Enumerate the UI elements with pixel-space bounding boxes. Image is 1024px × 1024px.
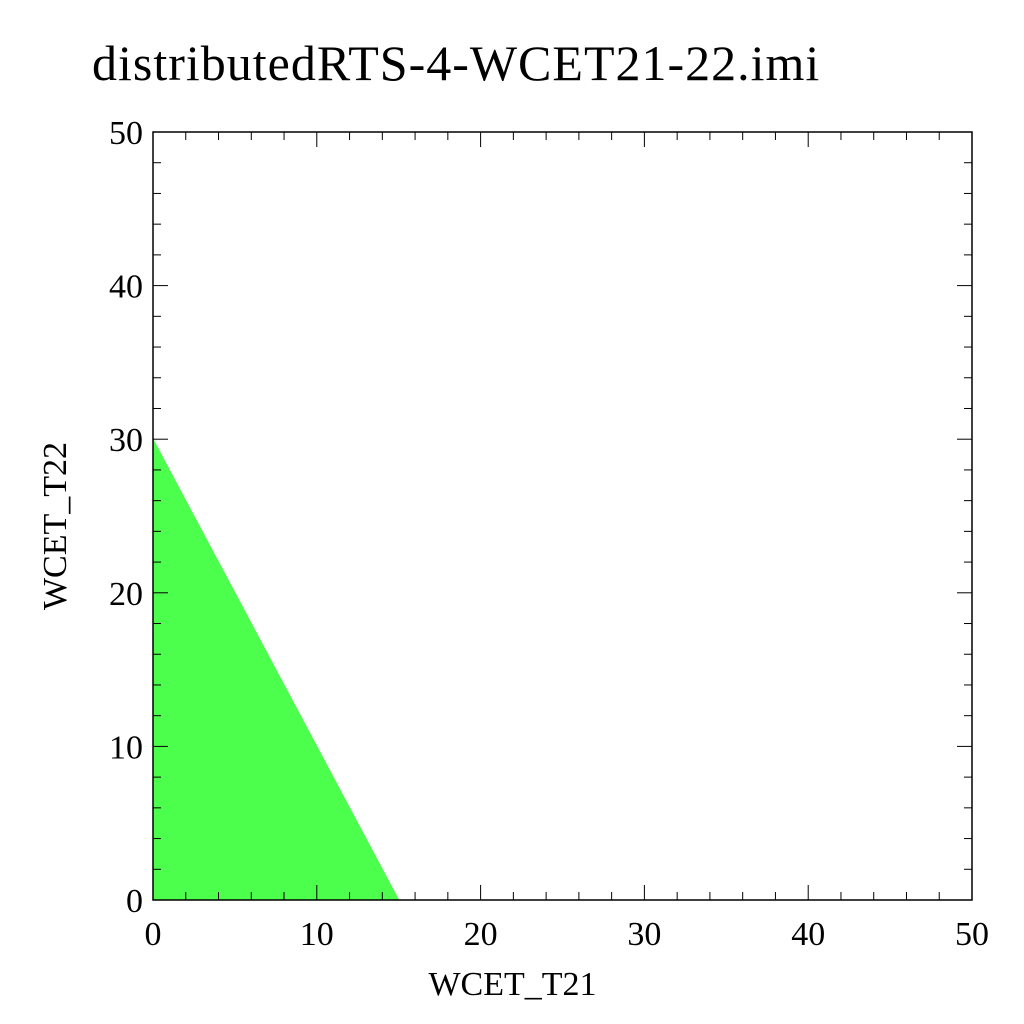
- x-tick-label: 30: [627, 916, 661, 953]
- y-tick-label: 50: [109, 115, 143, 152]
- feasible-region-layer: [152, 438, 400, 901]
- y-tick-label: 10: [109, 729, 143, 766]
- y-axis-label: WCET_T22: [37, 442, 74, 610]
- plot-frame: [152, 131, 973, 901]
- x-tick-label: 10: [300, 916, 334, 953]
- y-tick-label: 0: [126, 883, 143, 920]
- tick-labels-layer: 0 10 20 30 40 50 0 10 20 30 40 50: [109, 115, 989, 953]
- x-tick-label: 50: [955, 916, 989, 953]
- x-tick-label: 40: [791, 916, 825, 953]
- feasible-region: [152, 438, 400, 901]
- x-tick-label: 20: [464, 916, 498, 953]
- x-tick-label: 0: [145, 916, 162, 953]
- chart-title: distributedRTS-4-WCET21-22.imi: [92, 35, 820, 91]
- y-tick-label: 40: [109, 269, 143, 306]
- ticks-layer: [152, 131, 973, 901]
- x-axis-label: WCET_T21: [428, 966, 596, 1003]
- y-tick-label: 30: [109, 422, 143, 459]
- y-tick-label: 20: [109, 576, 143, 613]
